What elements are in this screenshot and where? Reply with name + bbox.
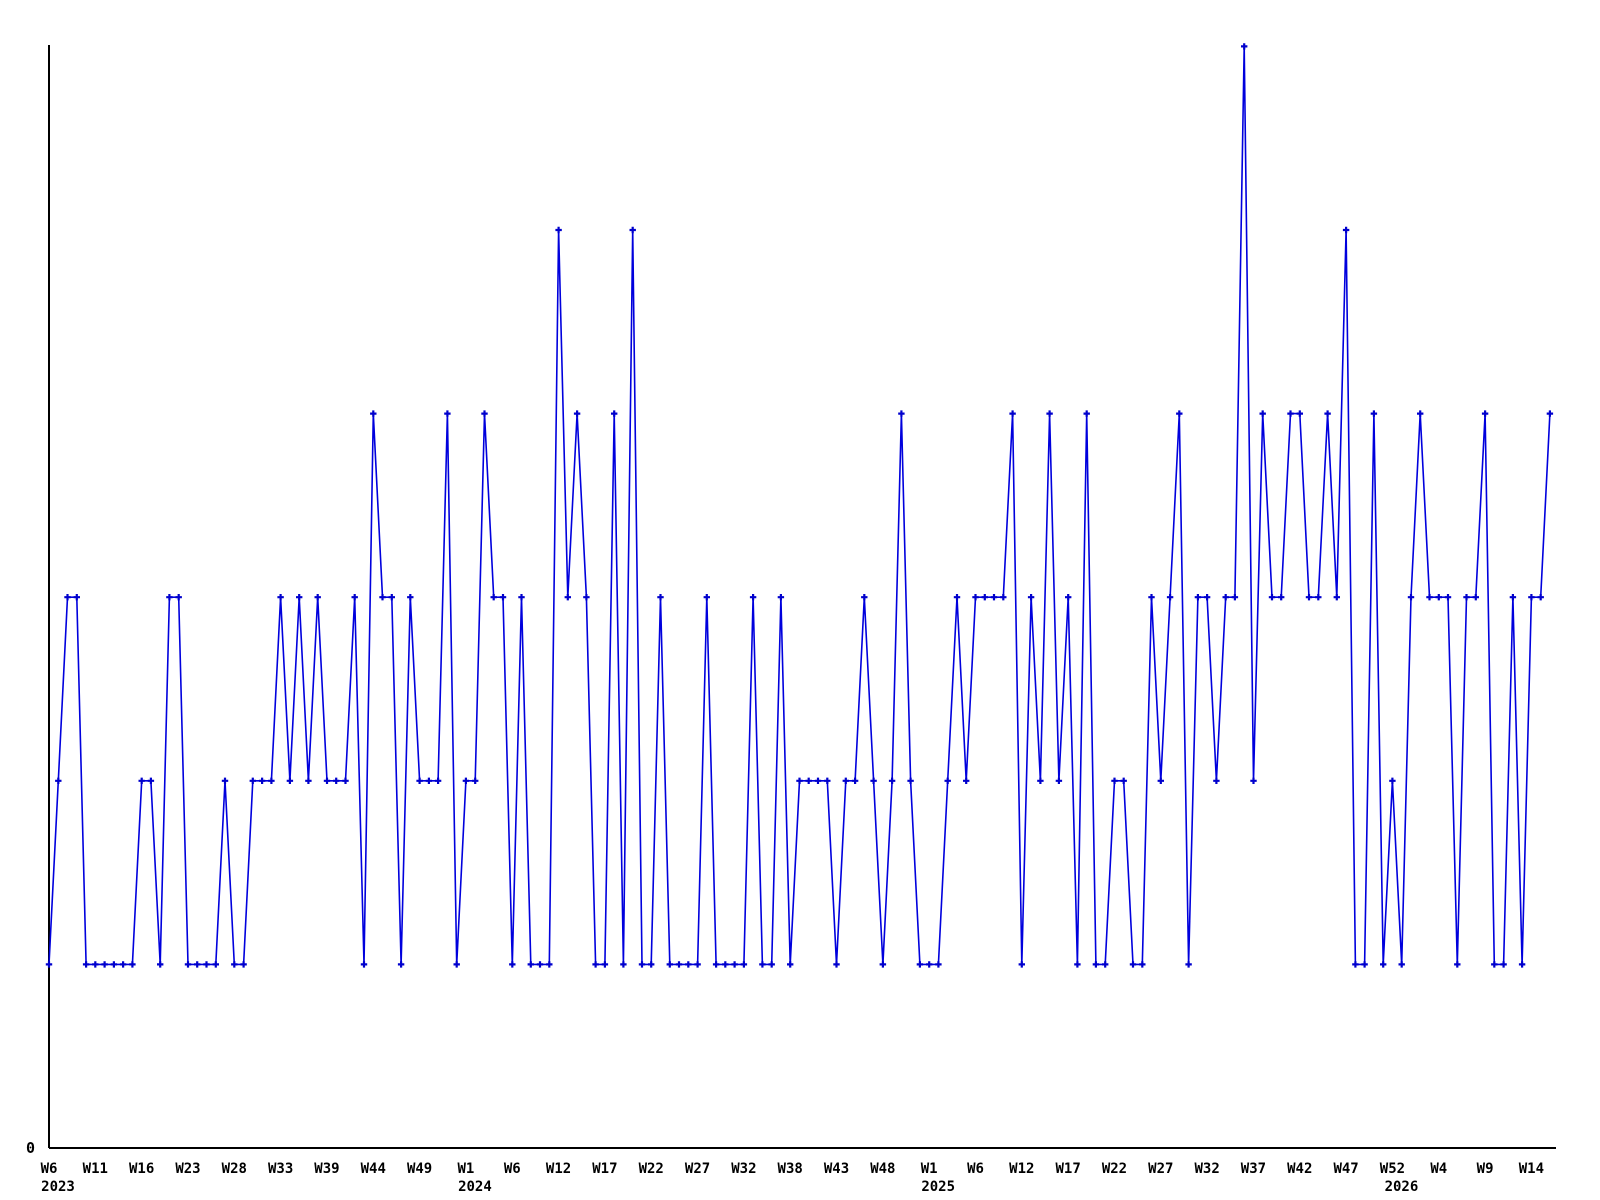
x-tick-label: W32	[1194, 1161, 1219, 1177]
year-label: 2023	[41, 1179, 75, 1195]
x-tick-label: W44	[361, 1161, 386, 1177]
y-tick-label: 0	[26, 1139, 35, 1157]
x-tick-label: W17	[592, 1161, 617, 1177]
x-tick-label: W42	[1287, 1161, 1312, 1177]
x-tick-label: W17	[1056, 1161, 1081, 1177]
x-tick-label: W4	[1430, 1161, 1447, 1177]
x-tick-label: W43	[824, 1161, 849, 1177]
x-tick-label: W52	[1380, 1161, 1405, 1177]
plot-line	[48, 46, 1551, 966]
x-tick-label: W28	[222, 1161, 247, 1177]
x-tick-label: W27	[1148, 1161, 1173, 1177]
x-tick-label: W16	[129, 1161, 154, 1177]
x-tick-label: W12	[546, 1161, 571, 1177]
x-tick-label: W1	[457, 1161, 474, 1177]
x-tick-label: W22	[1102, 1161, 1127, 1177]
x-tick-label: W27	[685, 1161, 710, 1177]
x-tick-label: W23	[175, 1161, 200, 1177]
x-tick-label: W9	[1477, 1161, 1494, 1177]
year-label: 2024	[458, 1179, 492, 1195]
x-tick-label: W49	[407, 1161, 432, 1177]
x-tick-label: W6	[41, 1161, 58, 1177]
x-tick-label: W6	[967, 1161, 984, 1177]
x-tick-label: W14	[1519, 1161, 1544, 1177]
x-tick-label: W6	[504, 1161, 521, 1177]
x-tick-label: W38	[778, 1161, 803, 1177]
x-tick-label: W37	[1241, 1161, 1266, 1177]
x-tick-label: W33	[268, 1161, 293, 1177]
x-tick-label: W1	[921, 1161, 938, 1177]
year-label: 2025	[921, 1179, 955, 1195]
year-label: 2026	[1385, 1179, 1419, 1195]
x-tick-label: W47	[1333, 1161, 1358, 1177]
x-tick-label: W48	[870, 1161, 895, 1177]
x-tick-label: W12	[1009, 1161, 1034, 1177]
x-tick-label: W32	[731, 1161, 756, 1177]
data-point-markers	[45, 43, 1554, 968]
x-tick-label: W22	[639, 1161, 664, 1177]
x-tick-label: W39	[314, 1161, 339, 1177]
x-tick-label: W11	[83, 1161, 108, 1177]
